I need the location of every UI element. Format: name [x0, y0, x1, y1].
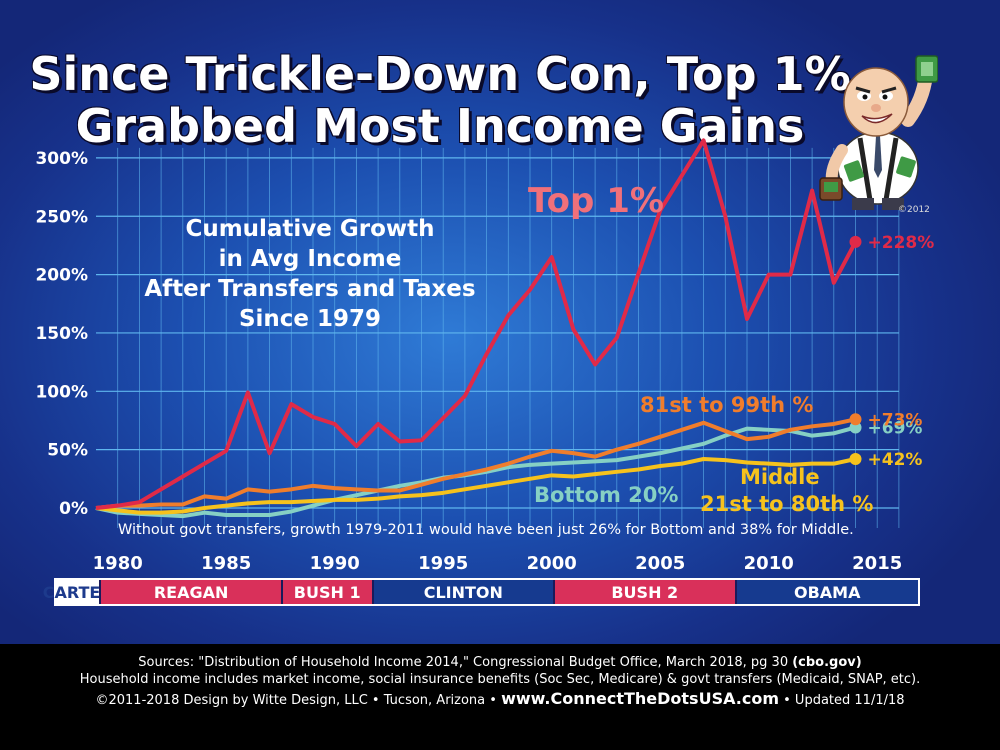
- footer-credits: ©2011-2018 Design by Witte Design, LLC •…: [0, 690, 1000, 709]
- title-line-1: Since Trickle-Down Con, Top 1%: [29, 47, 851, 101]
- president-term-bush-2: BUSH 2: [555, 580, 737, 604]
- president-term-obama: OBAMA: [736, 580, 918, 604]
- footer-updated: • Updated 11/1/18: [779, 693, 905, 708]
- president-term-carter: CARTER: [43, 580, 113, 604]
- series-label-middle: Middle: [740, 465, 820, 489]
- footer-credits-text: ©2011-2018 Design by Witte Design, LLC •…: [95, 693, 502, 708]
- footnote-transfers: Without govt transfers, growth 1979-2011…: [118, 522, 854, 538]
- x-tick-label: 1980: [93, 553, 143, 574]
- series-line: [95, 456, 856, 515]
- footer-sources-link: (cbo.gov): [792, 655, 862, 670]
- footer-sources-text: Sources: "Distribution of Household Inco…: [138, 655, 793, 670]
- title-line-2: Grabbed Most Income Gains: [75, 99, 805, 153]
- footer: Sources: "Distribution of Household Inco…: [0, 644, 1000, 750]
- series-label-middle-range: 21st to 80th %: [700, 492, 873, 516]
- series-label-top1: Top 1%: [528, 181, 664, 221]
- footer-sources: Sources: "Distribution of Household Inco…: [0, 654, 1000, 671]
- series-end-label: +73%: [868, 410, 923, 430]
- series-label-81-99: 81st to 99th %: [640, 393, 813, 417]
- y-tick-label: 300%: [35, 149, 88, 169]
- footer-website-link[interactable]: www.ConnectTheDotsUSA.com: [501, 689, 779, 708]
- president-term-clinton: CLINTON: [373, 580, 556, 604]
- y-tick-label: 100%: [35, 382, 88, 402]
- x-tick-label: 2010: [744, 553, 794, 574]
- series-end-dot: [849, 235, 862, 248]
- x-tick-label: 2015: [852, 553, 902, 574]
- subtitle-line-2: in Avg Income: [218, 246, 402, 272]
- series-end-dot: [849, 413, 862, 426]
- series-end-label: +42%: [868, 450, 923, 470]
- series-label-bottom20: Bottom 20%: [534, 483, 678, 507]
- mascot-copyright: ©2012: [898, 205, 930, 215]
- footer-definition: Household income includes market income,…: [79, 672, 921, 687]
- fat-cat-mascot-icon: [819, 55, 938, 210]
- x-tick-label: 2000: [527, 553, 577, 574]
- y-tick-label: 200%: [35, 266, 88, 286]
- x-tick-label: 1990: [310, 553, 360, 574]
- presidents-timeline: CARTER REAGAN BUSH 1 CLINTON BUSH 2 OBAMA: [43, 578, 920, 606]
- president-term-bush-1: BUSH 1: [282, 580, 374, 604]
- y-tick-label: 50%: [47, 441, 88, 461]
- x-tick-label: 2005: [635, 553, 685, 574]
- subtitle-line-4: Since 1979: [238, 306, 382, 332]
- series-line: [95, 417, 856, 510]
- x-tick-label: 1995: [418, 553, 468, 574]
- chart-subtitle: Cumulative Growth in Avg Income After Tr…: [130, 214, 490, 334]
- subtitle-line-3: After Transfers and Taxes: [144, 276, 476, 302]
- series-line: [95, 138, 858, 510]
- series-end-label: +69%: [868, 418, 923, 438]
- x-tick-label: 1985: [201, 553, 251, 574]
- y-tick-label: 0%: [59, 499, 88, 519]
- y-tick-label: 250%: [35, 207, 88, 227]
- y-tick-label: 150%: [35, 324, 88, 344]
- series-end-dot: [849, 452, 862, 465]
- line-chart: 0% 50% 100% 150% 200% 250% 300% 1980 1985 1990 199…: [35, 138, 935, 574]
- subtitle-line-1: Cumulative Growth: [185, 216, 435, 242]
- series-end-label: +228%: [868, 233, 935, 253]
- president-term-reagan: REAGAN: [101, 580, 283, 604]
